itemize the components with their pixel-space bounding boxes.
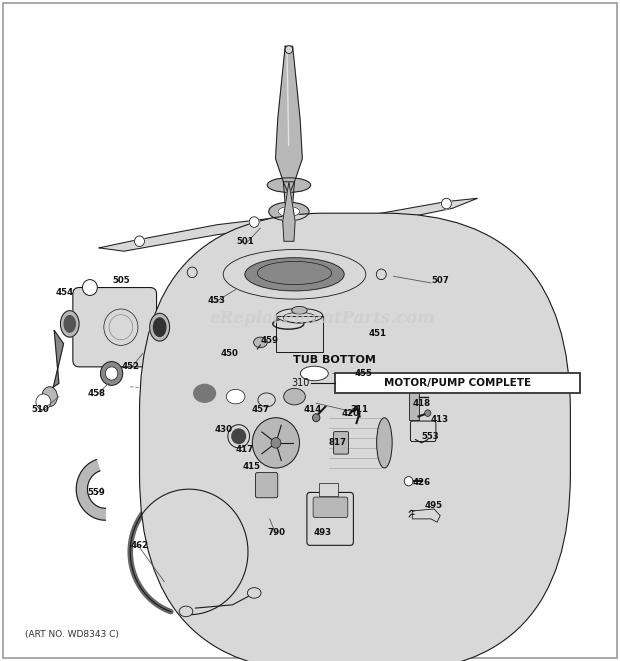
Text: 415: 415 xyxy=(242,461,260,471)
Circle shape xyxy=(271,438,281,448)
Text: 430: 430 xyxy=(214,425,232,434)
FancyBboxPatch shape xyxy=(73,288,156,367)
Text: 454: 454 xyxy=(56,288,74,297)
Ellipse shape xyxy=(276,345,322,360)
Ellipse shape xyxy=(232,429,246,444)
Circle shape xyxy=(187,267,197,278)
Text: TUB BOTTOM: TUB BOTTOM xyxy=(293,355,376,366)
Text: 507: 507 xyxy=(431,276,449,286)
Ellipse shape xyxy=(294,363,335,384)
Ellipse shape xyxy=(64,316,76,332)
FancyBboxPatch shape xyxy=(410,421,436,442)
Circle shape xyxy=(105,367,118,380)
Text: 493: 493 xyxy=(313,527,332,537)
Text: 559: 559 xyxy=(87,488,105,497)
Circle shape xyxy=(36,394,51,410)
Ellipse shape xyxy=(61,311,79,337)
Text: 413: 413 xyxy=(431,415,449,424)
Ellipse shape xyxy=(194,384,216,402)
Ellipse shape xyxy=(223,249,366,299)
Ellipse shape xyxy=(254,337,267,348)
Ellipse shape xyxy=(301,366,329,381)
Circle shape xyxy=(376,269,386,280)
Text: 414: 414 xyxy=(304,405,322,414)
Ellipse shape xyxy=(189,238,388,311)
Text: 790: 790 xyxy=(267,527,285,537)
Ellipse shape xyxy=(269,202,309,221)
Polygon shape xyxy=(283,182,294,208)
FancyBboxPatch shape xyxy=(140,213,570,661)
Text: 457: 457 xyxy=(251,405,270,414)
Ellipse shape xyxy=(188,380,221,407)
Ellipse shape xyxy=(376,418,392,468)
Text: 426: 426 xyxy=(412,478,430,487)
Ellipse shape xyxy=(228,424,249,448)
Ellipse shape xyxy=(267,178,311,192)
Text: 310: 310 xyxy=(291,378,310,389)
Ellipse shape xyxy=(150,313,169,341)
Ellipse shape xyxy=(278,206,300,217)
Ellipse shape xyxy=(154,318,166,336)
Text: 418: 418 xyxy=(412,399,430,408)
FancyBboxPatch shape xyxy=(241,406,329,480)
Text: 510: 510 xyxy=(32,405,49,414)
Ellipse shape xyxy=(276,308,322,323)
Circle shape xyxy=(82,280,97,295)
Circle shape xyxy=(425,410,431,416)
Ellipse shape xyxy=(226,389,245,404)
Text: 462: 462 xyxy=(130,541,149,550)
Polygon shape xyxy=(275,46,303,195)
Text: 453: 453 xyxy=(208,296,226,305)
Circle shape xyxy=(252,418,299,468)
Text: 450: 450 xyxy=(221,349,238,358)
Text: 495: 495 xyxy=(425,501,443,510)
Text: 420: 420 xyxy=(341,408,360,418)
Text: 451: 451 xyxy=(369,329,387,338)
Text: eReplacementParts.com: eReplacementParts.com xyxy=(210,310,435,327)
Text: MOTOR/PUMP COMPLETE: MOTOR/PUMP COMPLETE xyxy=(384,378,531,389)
Circle shape xyxy=(312,414,320,422)
Text: (ART NO. WD8343 C): (ART NO. WD8343 C) xyxy=(25,630,118,639)
Circle shape xyxy=(135,236,144,247)
Bar xyxy=(276,316,322,352)
Text: 417: 417 xyxy=(236,445,254,454)
Text: 505: 505 xyxy=(112,276,130,286)
Circle shape xyxy=(404,477,413,486)
Text: 455: 455 xyxy=(355,369,373,378)
FancyBboxPatch shape xyxy=(334,432,348,454)
Circle shape xyxy=(100,362,123,385)
Text: 458: 458 xyxy=(87,389,105,398)
Text: 553: 553 xyxy=(422,432,440,441)
Text: 817: 817 xyxy=(329,438,347,447)
Text: 311: 311 xyxy=(350,405,368,414)
Circle shape xyxy=(249,217,259,227)
Bar xyxy=(276,316,322,352)
Text: 452: 452 xyxy=(121,362,140,371)
FancyBboxPatch shape xyxy=(255,473,278,498)
Polygon shape xyxy=(99,198,477,251)
Polygon shape xyxy=(46,330,64,403)
Ellipse shape xyxy=(42,387,57,407)
Ellipse shape xyxy=(247,588,261,598)
Bar xyxy=(319,483,338,496)
Text: 459: 459 xyxy=(260,336,279,345)
Ellipse shape xyxy=(291,307,308,315)
Ellipse shape xyxy=(179,606,193,617)
Circle shape xyxy=(285,46,293,54)
Bar xyxy=(335,373,580,393)
Ellipse shape xyxy=(245,258,344,291)
Ellipse shape xyxy=(221,385,250,408)
Ellipse shape xyxy=(283,388,306,405)
FancyBboxPatch shape xyxy=(280,381,309,412)
Bar xyxy=(409,390,419,420)
Text: 501: 501 xyxy=(236,237,254,246)
Polygon shape xyxy=(283,182,295,241)
Circle shape xyxy=(441,198,451,209)
FancyBboxPatch shape xyxy=(307,492,353,545)
Polygon shape xyxy=(412,509,440,522)
Polygon shape xyxy=(76,459,105,520)
FancyBboxPatch shape xyxy=(313,497,348,518)
